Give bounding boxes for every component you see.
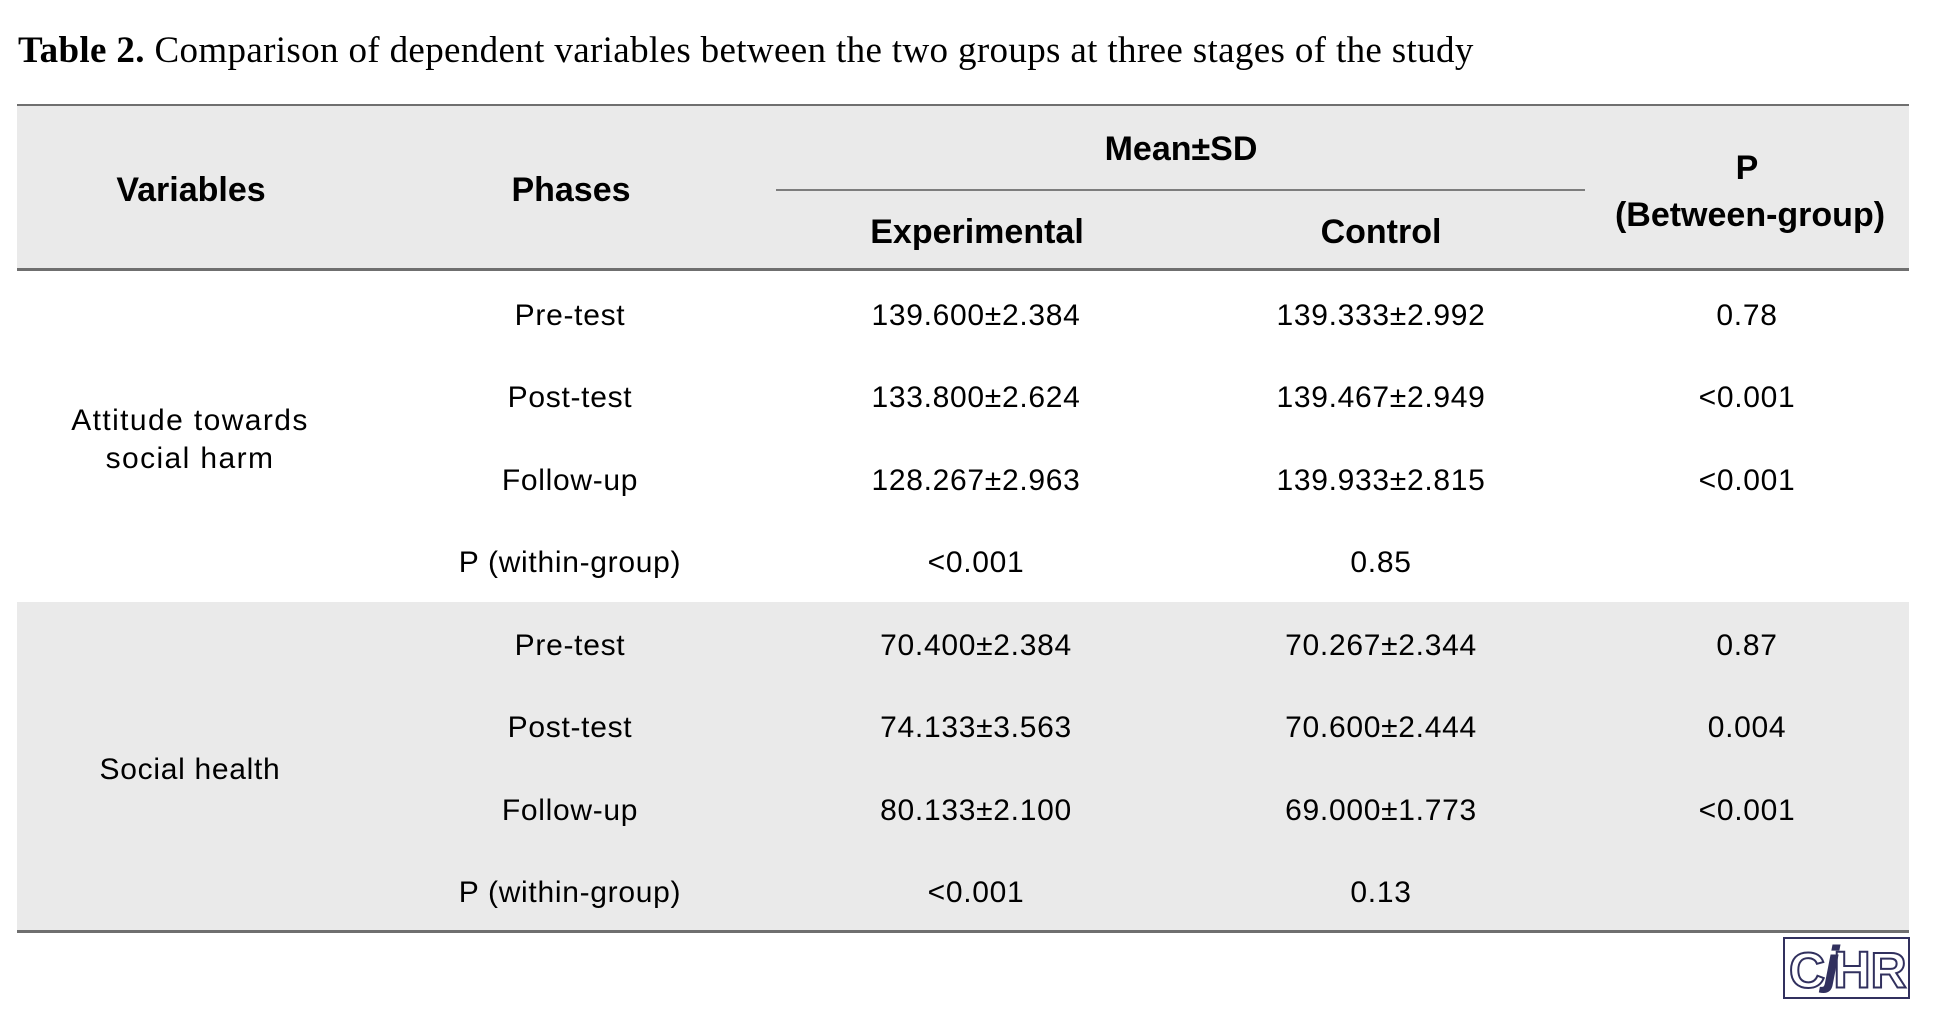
svg-text:C: C — [1789, 942, 1825, 998]
svg-text:j: j — [1819, 937, 1841, 993]
svg-text:H: H — [1833, 941, 1871, 999]
svg-text:R: R — [1870, 942, 1906, 998]
